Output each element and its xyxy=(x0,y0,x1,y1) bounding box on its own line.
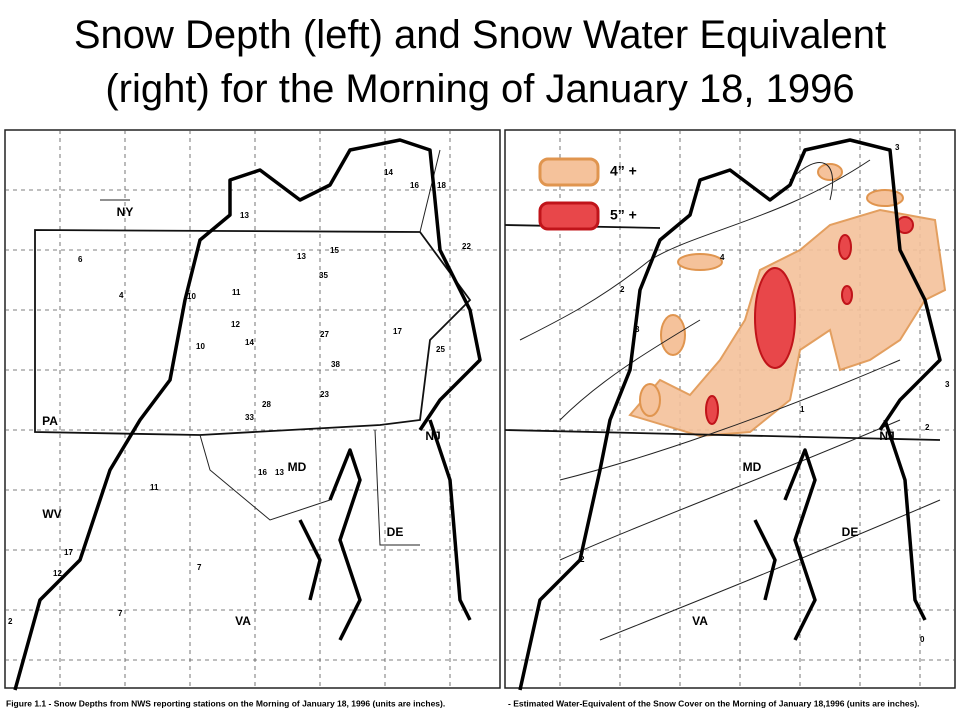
station-value: 12 xyxy=(231,320,240,329)
station-value: 27 xyxy=(320,330,329,339)
station-value: 13 xyxy=(240,211,249,220)
station-value: 23 xyxy=(320,390,329,399)
right-bay-line xyxy=(753,419,927,641)
left-ridge-line xyxy=(13,138,482,691)
station-value: 2 xyxy=(8,617,13,626)
contour-label: 2 xyxy=(620,285,625,294)
area-5-plus xyxy=(754,267,796,369)
contour-label: 3 xyxy=(945,380,950,389)
title-line: (right) for the Morning of January 18, 1… xyxy=(105,67,855,111)
station-value: 10 xyxy=(187,292,196,301)
legend: 4” + 5” + xyxy=(538,157,637,231)
station-value: 25 xyxy=(436,345,445,354)
legend-label: 5” + xyxy=(610,207,637,223)
station-value: 12 xyxy=(53,569,62,578)
station-value: 13 xyxy=(275,468,284,477)
station-value: 28 xyxy=(262,400,271,409)
title-line: Snow Depth (left) and Snow Water Equival… xyxy=(73,13,887,57)
station-value: 16 xyxy=(258,468,267,477)
state-label: NY xyxy=(117,205,134,219)
state-label: PA xyxy=(42,414,58,428)
slide-title: Snow Depth (left) and Snow Water Equival… xyxy=(0,8,960,116)
state-label: MD xyxy=(288,460,307,474)
area-4-plus xyxy=(817,163,843,181)
area-4-plus xyxy=(866,189,904,207)
left-bay-line xyxy=(298,419,472,641)
legend-swatch xyxy=(538,201,600,231)
station-value: 17 xyxy=(64,548,73,557)
station-value: 10 xyxy=(196,342,205,351)
station-value: 22 xyxy=(462,242,471,251)
state-label: MD xyxy=(743,460,762,474)
legend-swatch xyxy=(538,157,600,187)
station-value: 7 xyxy=(197,563,202,572)
state-label: DE xyxy=(842,525,859,539)
station-value: 14 xyxy=(245,338,254,347)
station-value: 14 xyxy=(384,168,393,177)
contour-label: 4 xyxy=(720,253,725,262)
left-caption: Figure 1.1 - Snow Depths from NWS report… xyxy=(6,698,445,708)
contour-label: 2 xyxy=(580,555,585,564)
area-4-plus xyxy=(660,314,686,356)
area-4-plus xyxy=(639,383,661,417)
contour-label: 2 xyxy=(925,423,930,432)
state-label: VA xyxy=(235,614,251,628)
station-value: 13 xyxy=(297,252,306,261)
station-value: 15 xyxy=(330,246,339,255)
legend-label: 4” + xyxy=(610,163,637,179)
station-value: 18 xyxy=(437,181,446,190)
area-4-plus xyxy=(677,253,723,271)
state-lines xyxy=(100,149,441,546)
station-value: 11 xyxy=(232,288,241,297)
area-5-plus xyxy=(838,234,852,260)
contour-label: 1 xyxy=(800,405,805,414)
left-map-frame xyxy=(4,129,501,689)
area-5-plus xyxy=(841,285,853,305)
state-label: WV xyxy=(42,507,61,521)
station-value: 17 xyxy=(393,327,402,336)
pa-boundary xyxy=(34,229,472,436)
contour-label: 0 xyxy=(920,635,925,644)
station-value: 38 xyxy=(331,360,340,369)
contour-label: 3 xyxy=(635,325,640,334)
station-value: 33 xyxy=(245,413,254,422)
right-ridge-line xyxy=(518,138,942,691)
station-value: 7 xyxy=(118,609,123,618)
station-value: 16 xyxy=(410,181,419,190)
state-label: DE xyxy=(387,525,404,539)
state-label: VA xyxy=(692,614,708,628)
state-label: NJ xyxy=(879,429,894,443)
station-value: 6 xyxy=(78,255,83,264)
contour-label: 3 xyxy=(895,143,900,152)
right-caption: - Estimated Water-Equivalent of the Snow… xyxy=(508,698,920,708)
station-value: 11 xyxy=(150,483,159,492)
state-label: NJ xyxy=(425,429,440,443)
station-value: 35 xyxy=(319,271,328,280)
station-value: 4 xyxy=(119,291,124,300)
swe-areas xyxy=(628,163,947,438)
area-5-plus xyxy=(705,395,719,425)
